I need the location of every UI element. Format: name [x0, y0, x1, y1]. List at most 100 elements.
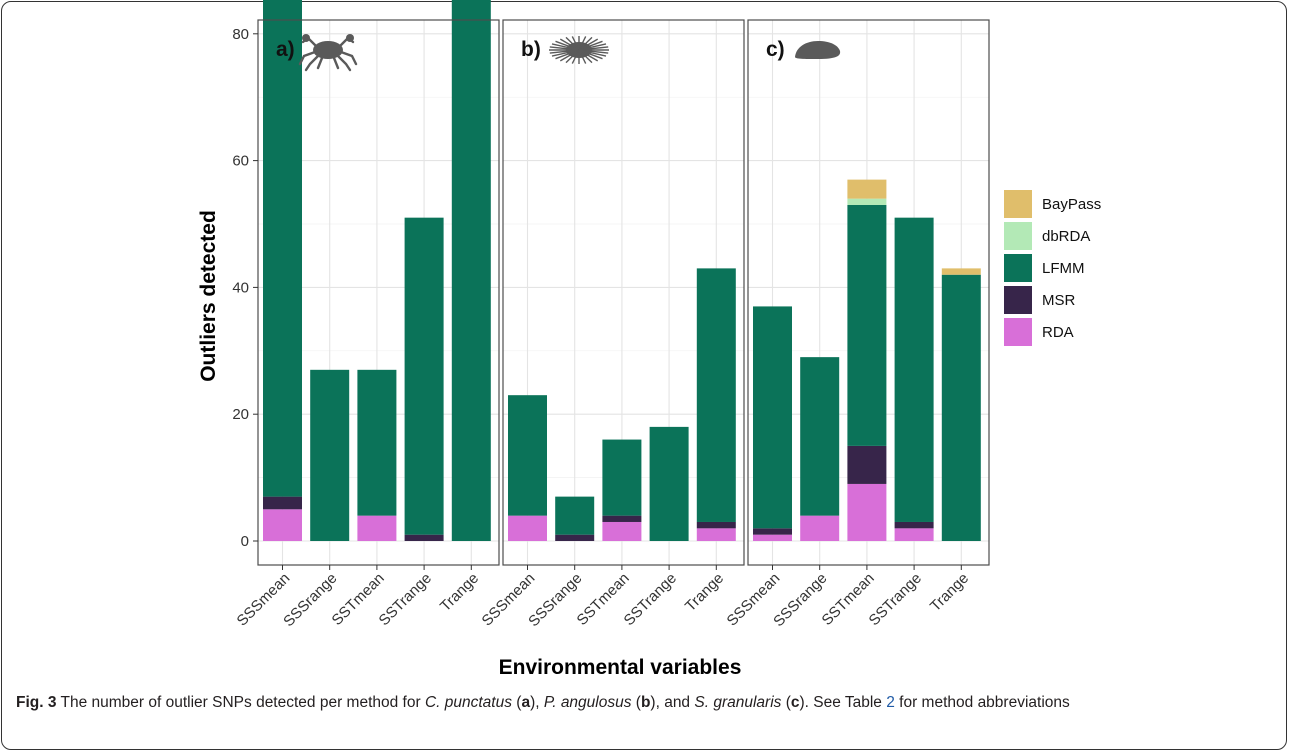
x-axis-title: Environmental variables — [499, 656, 742, 679]
caption-text: ), — [530, 694, 544, 711]
crab-body — [313, 41, 343, 59]
legend: BayPass dbRDA LFMM MSR RDA — [1004, 190, 1101, 346]
urchin-spine — [578, 49, 603, 60]
bar-segment-rda — [263, 509, 302, 541]
caption-text: ( — [631, 694, 641, 711]
bar-segment-lfmm — [602, 439, 642, 516]
bar-segment-lfmm — [847, 204, 887, 446]
urchin-spine — [578, 49, 593, 64]
y-tick-label: 60 — [232, 153, 249, 170]
bar-segment-lfmm — [508, 395, 547, 516]
urchin-spine — [578, 36, 587, 51]
crab-leg — [316, 56, 324, 70]
caption-species: S. granularis — [694, 694, 782, 711]
legend-swatch-rda — [1004, 318, 1032, 346]
caption-fig-label: Fig. 3 — [16, 694, 57, 711]
crab-leg — [298, 50, 317, 66]
caption-text: for method abbreviations — [894, 694, 1070, 711]
legend-swatch-dbrda — [1004, 222, 1032, 250]
legend-swatch-lfmm — [1004, 254, 1032, 282]
x-tick-label: Trange — [927, 570, 972, 615]
bar-segment-lfmm — [941, 274, 981, 541]
panel-label: b) — [521, 38, 541, 61]
caption-panel-ref: c — [790, 694, 800, 711]
bar-segment-msr — [696, 521, 736, 529]
crab-leg — [304, 54, 320, 72]
urchin-spine — [565, 49, 580, 64]
legend-label: BayPass — [1042, 196, 1101, 213]
legend-label: RDA — [1042, 324, 1074, 341]
bar-segment-msr — [602, 515, 642, 522]
crab-claw — [346, 34, 354, 42]
bar-segment-lfmm — [451, 0, 491, 542]
bar-segment-msr — [404, 534, 444, 541]
crab-leg — [339, 50, 358, 66]
bar-segment-msr — [753, 528, 792, 535]
urchin-spine — [565, 36, 580, 51]
bar-segment-lfmm — [357, 369, 397, 516]
bar-segment-rda — [847, 483, 887, 541]
caption-text: ( — [511, 694, 522, 711]
panel-border — [257, 19, 500, 566]
legend-swatch-msr — [1004, 286, 1032, 314]
legend-swatch-baypass — [1004, 190, 1032, 218]
urchin-spine — [555, 40, 580, 51]
urchin-spine — [559, 38, 580, 51]
y-tick-label: 40 — [232, 279, 249, 296]
bar-segment-rda — [696, 528, 736, 541]
panel-border — [502, 19, 745, 566]
bar-segment-lfmm — [263, 0, 302, 497]
panel-label: c) — [766, 38, 785, 61]
bar-segment-lfmm — [310, 369, 350, 541]
y-axis: 0 20 40 60 80 — [232, 26, 258, 550]
bar-segment-rda — [602, 521, 642, 541]
bar-segment-lfmm — [696, 268, 736, 522]
panel-label: a) — [276, 38, 295, 61]
y-tick-label: 0 — [241, 533, 249, 550]
urchin-spine — [578, 49, 587, 64]
urchin-spine — [571, 49, 580, 64]
bar-segment-rda — [357, 515, 397, 541]
caption-text: The number of outlier SNPs detected per … — [56, 694, 425, 711]
bar-segment-msr — [263, 496, 302, 510]
caption-text: ( — [781, 694, 791, 711]
bar-segment-rda — [508, 515, 547, 541]
urchin-spine — [578, 46, 609, 51]
bar-segment-lfmm — [555, 496, 595, 535]
crab-icon — [298, 34, 358, 72]
caption-text: ). See Table — [799, 694, 887, 711]
panel-border — [747, 19, 990, 566]
table-link[interactable]: 2 — [886, 694, 895, 711]
urchin-spine — [571, 36, 580, 51]
caption-species: C. punctatus — [424, 694, 512, 711]
crab-leg — [332, 56, 340, 70]
sea-urchin-icon — [549, 36, 609, 64]
caption-species: P. angulosus — [543, 694, 632, 711]
legend-label: LFMM — [1042, 260, 1085, 277]
bar-segment-baypass — [847, 179, 887, 199]
bar-segment-rda — [894, 528, 934, 541]
caption-panel-ref: a — [521, 694, 531, 711]
bar-segment-lfmm — [753, 306, 792, 529]
bar-segment-msr — [555, 534, 595, 541]
y-tick-label: 80 — [232, 26, 249, 43]
bar-segment-rda — [753, 534, 792, 541]
bar-segment-dbrda — [847, 198, 887, 205]
legend-label: MSR — [1042, 292, 1076, 309]
bar-segment-msr — [847, 445, 887, 484]
x-tick-label: Trange — [437, 570, 482, 615]
bar-segment-baypass — [941, 268, 981, 275]
limpet-icon — [795, 41, 841, 59]
bar-segment-msr — [894, 521, 934, 529]
figure-caption: Fig. 3 The number of outlier SNPs detect… — [16, 691, 1266, 714]
bar-segment-lfmm — [404, 217, 444, 535]
caption-text: ), and — [650, 694, 695, 711]
bar-segment-rda — [800, 515, 840, 541]
y-tick-label: 20 — [232, 406, 249, 423]
